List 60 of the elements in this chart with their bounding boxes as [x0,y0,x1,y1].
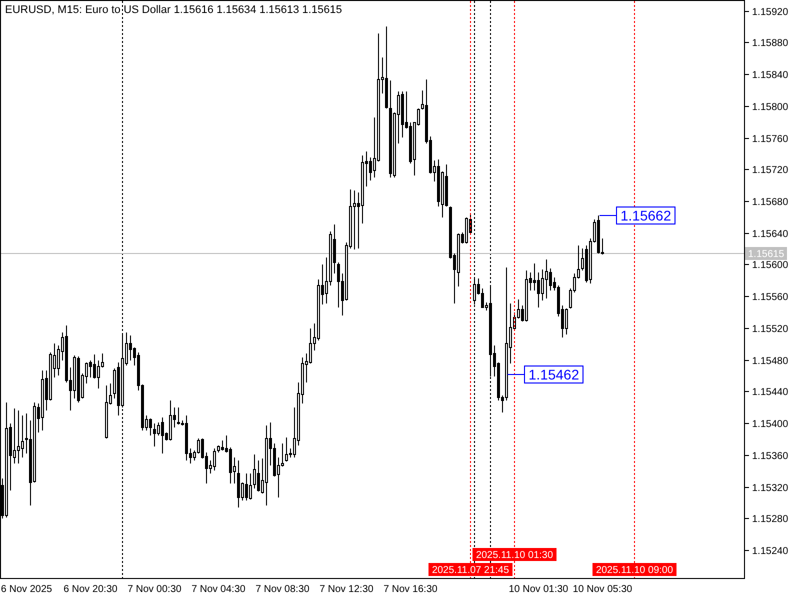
candlestick [161,417,164,454]
y-tick-label: 1.15360 [752,451,789,462]
x-tick-label: 2025.11.10 01:30 [476,550,554,561]
candlestick [41,370,44,431]
candlestick [245,473,248,501]
annotation: 1.15462 [528,366,580,382]
x-tick-label: 6 Nov 20:30 [64,584,118,595]
chart-title: EURUSD, M15: Euro to US Dollar 1.15616 1.15634 1.15613 1.15615 [5,4,342,16]
candlestick [285,437,288,462]
x-tick-label: 6 Nov 2025 [0,584,53,595]
y-tick-label: 1.15480 [752,356,789,367]
candlestick [565,308,568,335]
x-tick-label: 7 Nov 12:30 [320,584,374,595]
y-tick-label: 1.15560 [752,292,789,303]
candlestick [185,415,188,461]
y-tick-label: 1.15760 [752,134,789,145]
x-tick-label: 2025.11.07 21:45 [432,565,510,576]
x-tick-label: 10 Nov 01:30 [508,584,569,595]
y-tick-label: 1.15600 [752,260,789,271]
y-tick-label: 1.15920 [752,7,789,18]
y-tick-label: 1.15520 [752,324,789,335]
candlestick [597,215,600,254]
candlestick [177,407,180,425]
x-tick-label: 10 Nov 05:30 [572,584,633,595]
candlestick [545,259,548,299]
candlestick [249,473,252,500]
candlestick [149,418,152,436]
annotation: 1.15662 [620,208,672,224]
candlestick [153,423,156,447]
y-tick-label: 1.15320 [752,483,789,494]
y-tick-label: 1.15680 [752,197,789,208]
y-tick-label: 1.15840 [752,70,789,81]
candlestick [389,80,392,178]
y-tick-label: 1.15880 [752,38,789,49]
y-tick-label: 1.15400 [752,419,789,430]
candlestick [525,270,528,322]
y-tick-label: 1.15440 [752,387,789,398]
candlestick [465,217,468,244]
candlestick [265,425,268,506]
candlestick [17,410,20,464]
x-tick-label: 7 Nov 04:30 [192,584,246,595]
candlestick [385,26,388,109]
candlestick [5,402,8,518]
x-tick-label: 7 Nov 16:30 [384,584,438,595]
candlestick [353,190,356,250]
candlestick [77,356,80,403]
y-tick-label: 1.15720 [752,165,789,176]
ref-line-label: 1.15615 [748,249,785,260]
candlestick [253,454,256,489]
candlestick [169,400,172,441]
candlestick [213,448,216,471]
x-tick-label: 7 Nov 08:30 [256,584,310,595]
candlestick [237,460,240,508]
x-tick-label: 2025.11.10 09:00 [596,565,674,576]
y-tick-label: 1.15800 [752,102,789,113]
y-tick-label: 1.15240 [752,546,789,557]
y-tick-label: 1.15640 [752,229,789,240]
candlestick [105,385,108,439]
x-tick-label: 7 Nov 00:30 [128,584,182,595]
y-tick-label: 1.15280 [752,514,789,525]
